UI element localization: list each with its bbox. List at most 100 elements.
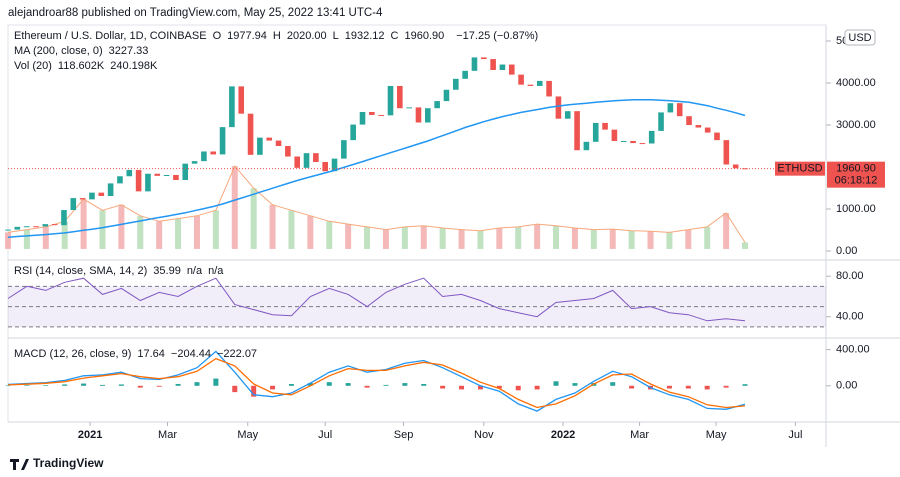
x-tick-label: May <box>237 429 258 441</box>
volume-bar <box>628 230 635 249</box>
candle <box>126 169 133 177</box>
volume-bar <box>364 226 371 249</box>
currency-button[interactable] <box>844 29 876 46</box>
candle <box>564 111 571 119</box>
ohlc-key: O <box>213 30 222 42</box>
candle <box>79 198 86 200</box>
candle <box>257 137 263 155</box>
candle <box>61 210 67 226</box>
x-tick-label: Sep <box>394 429 414 441</box>
histogram-bar <box>704 385 710 390</box>
volume-bar <box>609 229 616 249</box>
histogram-bar <box>232 385 238 393</box>
x-tick-label: Mar <box>158 429 177 441</box>
volume-bar <box>534 224 541 249</box>
candle <box>5 229 11 231</box>
volume-bar <box>553 225 560 249</box>
volume-bar <box>61 221 68 249</box>
candle <box>620 140 627 142</box>
x-tick-label: Jul <box>318 429 332 441</box>
candle <box>266 137 273 141</box>
candle <box>611 129 618 141</box>
candle <box>70 198 77 211</box>
histogram-bar <box>685 385 691 389</box>
volume-bar <box>118 204 125 249</box>
volume-bar <box>231 166 238 249</box>
ma-value: 3227.33 <box>109 45 149 57</box>
candle <box>145 173 151 192</box>
candle <box>452 78 459 90</box>
candle <box>471 57 478 71</box>
volume-bar <box>137 215 144 249</box>
symbol-tag-label: ETHUSD <box>777 163 822 175</box>
macd-value: −204.44 <box>171 348 211 360</box>
candle <box>98 192 105 196</box>
volume-bar <box>42 226 49 249</box>
candle <box>303 153 310 168</box>
volume-bar <box>99 210 106 249</box>
volume-value: 118.602K <box>58 60 105 72</box>
ohlc-key: L <box>333 30 339 42</box>
candle <box>508 64 515 75</box>
ma-line <box>7 99 746 238</box>
volume-legend: Vol (20) <box>14 60 52 72</box>
candle <box>480 57 487 60</box>
ohlc-value: 1960.90 <box>404 30 444 42</box>
candle <box>676 103 683 117</box>
brand-logo <box>10 459 29 470</box>
candle <box>313 153 319 162</box>
x-tick-label: Nov <box>474 429 494 441</box>
ohlc-value: 2020.00 <box>287 30 327 42</box>
macd-value: 17.64 <box>137 348 165 360</box>
macd-line <box>7 357 746 409</box>
candle <box>630 140 636 144</box>
volume-bar <box>80 199 87 249</box>
candle <box>201 151 207 162</box>
histogram-bar <box>137 385 143 388</box>
volume-bar <box>704 226 711 249</box>
candle <box>219 127 226 155</box>
histogram-bar <box>534 385 540 390</box>
ohlc-value: 1977.94 <box>227 30 267 42</box>
candle <box>51 224 58 226</box>
brand: TradingView <box>33 456 104 470</box>
histogram-bar <box>118 384 124 386</box>
histogram-bar <box>307 383 313 386</box>
histogram-bar <box>629 385 635 389</box>
histogram-bar <box>43 385 49 386</box>
histogram-bar <box>62 384 68 386</box>
volume-bar <box>496 227 503 249</box>
histogram-bar <box>477 385 483 390</box>
rsi-value: 35.99 <box>153 265 181 277</box>
candle <box>695 125 702 128</box>
y-tick-label: 0.00 <box>836 245 857 257</box>
histogram-bar <box>99 384 105 386</box>
candle <box>163 174 170 176</box>
volume-bar <box>193 215 200 249</box>
candle <box>378 114 384 116</box>
y-tick-label: 40.00 <box>836 311 864 323</box>
candle <box>667 103 674 113</box>
candle <box>443 89 450 102</box>
volume-bar <box>515 226 522 249</box>
ohlc-value: 1932.12 <box>345 30 385 42</box>
volume-bar <box>458 229 465 249</box>
histogram-bar <box>421 383 427 386</box>
histogram-bar <box>364 385 370 388</box>
price-tag-label: 1960.90 <box>836 163 876 175</box>
candle <box>648 130 655 144</box>
volume-bar <box>742 242 748 249</box>
volume-ma-value: 240.198K <box>110 60 158 72</box>
y-tick-label: 80.00 <box>836 270 864 282</box>
histogram-bar <box>175 383 181 386</box>
y-tick-label: 400.00 <box>836 344 870 356</box>
volume-bar <box>175 218 182 249</box>
histogram-bar <box>270 385 276 390</box>
ma-legend: MA (200, close, 0) <box>14 45 103 57</box>
histogram-bar <box>383 384 389 386</box>
volume-bar <box>212 210 219 249</box>
volume-bar <box>326 221 333 249</box>
histogram-bar <box>288 383 294 386</box>
candle <box>714 132 720 141</box>
